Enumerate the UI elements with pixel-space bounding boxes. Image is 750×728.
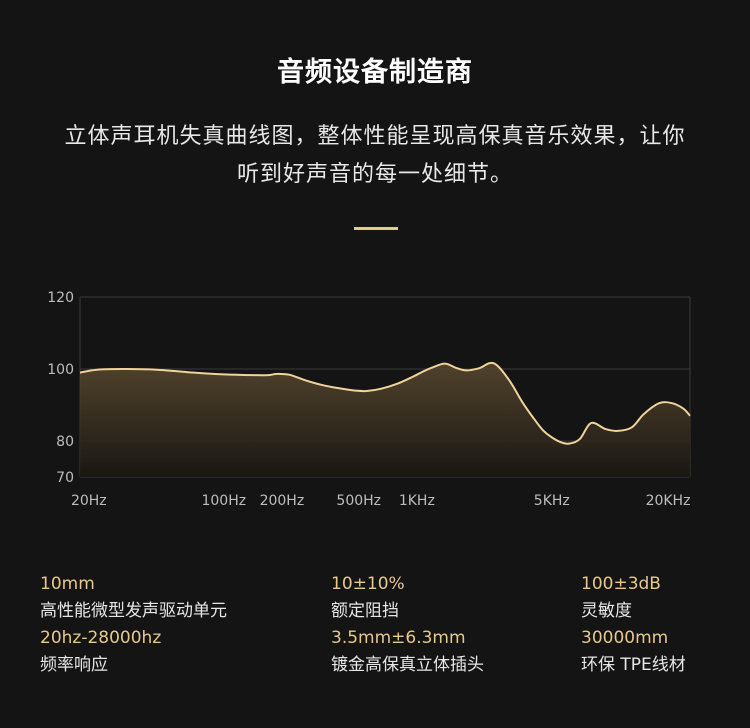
spec-label: 频率响应 [40,655,108,675]
spec-label: 高性能微型发声驱动单元 [40,601,227,621]
x-tick-label: 500Hz [336,493,381,509]
spec-impedance: 10±10% 额定阻挡 [331,571,405,625]
spec-sensitivity: 100±3dB 灵敏度 [581,571,661,625]
spec-label: 额定阻挡 [331,601,399,621]
y-tick-label: 120 [47,290,74,306]
y-tick-label: 70 [56,470,74,486]
x-tick-label: 20KHz [646,493,691,509]
x-tick-label: 100Hz [201,493,246,509]
description: 立体声耳机失真曲线图，整体性能呈现高保真音乐效果，让你 听到好声音的每一处细节。 [30,118,720,194]
x-tick-label: 20Hz [71,493,107,509]
spec-cable: 30000mm 环保 TPE线材 [581,625,686,679]
y-tick-label: 80 [56,434,74,450]
x-tick-label: 1KHz [399,493,435,509]
spec-label: 镀金高保真立体插头 [331,655,484,675]
spec-value: 100±3dB [581,574,661,594]
page-title: 音频设备制造商 [277,57,473,88]
x-tick-label: 200Hz [260,493,305,509]
spec-value: 10mm [40,574,95,594]
description-line-1: 立体声耳机失真曲线图，整体性能呈现高保真音乐效果，让你 [64,124,686,149]
spec-value: 30000mm [581,628,669,648]
spec-value: 20hz-28000hz [40,628,162,648]
x-tick-label: 5KHz [534,493,570,509]
spec-value: 10±10% [331,574,405,594]
description-line-2: 听到好声音的每一处细节。 [236,162,513,187]
accent-divider [354,227,398,230]
y-tick-labels: 70 80 100 120 [47,290,74,486]
spec-driver: 10mm 高性能微型发声驱动单元 [40,571,227,625]
y-tick-label: 100 [47,362,74,378]
spec-frequency-response: 20hz-28000hz 频率响应 [40,625,161,679]
spec-value: 3.5mm±6.3mm [331,628,466,648]
spec-label: 环保 TPE线材 [581,655,686,675]
response-area [80,362,690,477]
spec-plug: 3.5mm±6.3mm 镀金高保真立体插头 [331,625,484,679]
x-tick-labels: 20Hz 100Hz 200Hz 500Hz 1KHz 5KHz 20KHz [71,493,690,509]
spec-label: 灵敏度 [581,601,632,621]
response-curve [79,361,691,445]
